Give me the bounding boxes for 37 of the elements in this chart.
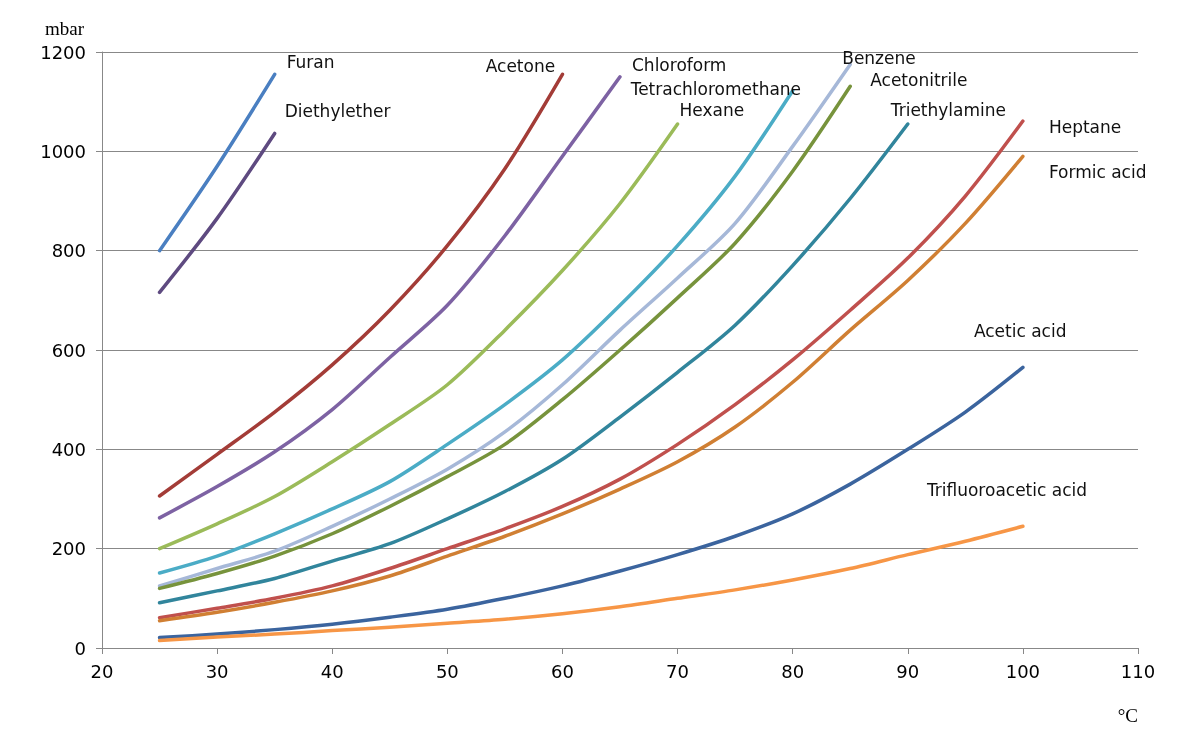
series-label: Tetrachloromethane [629, 78, 802, 99]
series-label: Chloroform [632, 54, 727, 75]
line-series [157, 524, 1025, 643]
y-tick-label: 400 [51, 438, 86, 460]
text: Trifluoroacetic acid [925, 480, 1088, 501]
y-tick-label: 0 [74, 637, 86, 659]
series-label: Benzene [842, 48, 916, 69]
x-tick-label: 80 [781, 660, 805, 682]
y-tick-label: 1000 [40, 140, 86, 162]
x-tick-label: 70 [666, 660, 690, 682]
x-tick-label: 30 [205, 660, 229, 682]
x-axis-title: °C [1117, 705, 1138, 726]
x-tick-label: 60 [550, 660, 574, 682]
series-label: Acetone [485, 56, 556, 77]
x-tick-label: 110 [1120, 660, 1156, 682]
x-tick-label: 50 [435, 660, 459, 682]
series-label: Diethylether [284, 101, 391, 122]
line-series [157, 75, 622, 520]
line-series [157, 122, 680, 551]
series-label: Heptane [1048, 117, 1122, 138]
line-series [157, 122, 910, 605]
y-tick-label: 1200 [40, 41, 86, 63]
x-tick-label: 40 [320, 660, 344, 682]
x-tick-label: 100 [1005, 660, 1041, 682]
text: Acetic acid [973, 321, 1067, 342]
x-tick-label: 20 [90, 660, 114, 682]
y-tick-label: 600 [51, 339, 86, 361]
y-tick-label: 800 [51, 240, 86, 262]
x-tick-label: 90 [896, 660, 920, 682]
series-label: Acetonitrile [870, 70, 968, 91]
series-label: Furan [286, 52, 335, 73]
line-series [157, 72, 565, 498]
series-label: Hexane [679, 100, 745, 121]
series-label: Triethylamine [889, 100, 1006, 121]
y-tick-label: 200 [51, 538, 86, 560]
series-label: Formic acid [1048, 162, 1147, 183]
y-axis-title: mbar [44, 18, 85, 39]
